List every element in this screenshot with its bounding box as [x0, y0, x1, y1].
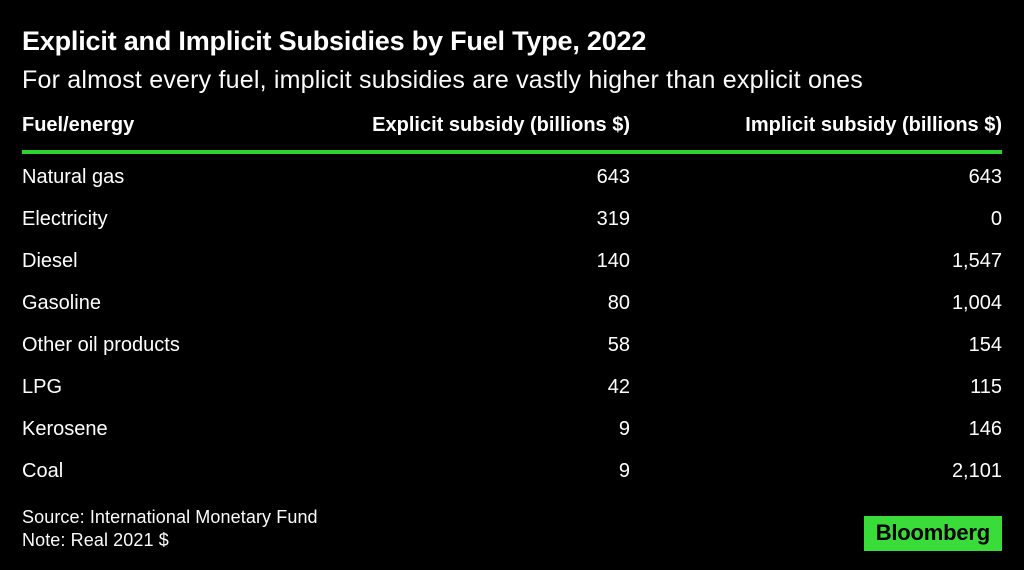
explicit-cell: 9: [618, 418, 630, 441]
table-row: Kerosene 9 146: [22, 409, 1002, 451]
implicit-cell: 115: [970, 376, 1002, 399]
fuel-cell: Coal: [22, 460, 64, 483]
explicit-cell: 42: [607, 376, 630, 399]
real-dollars-note: Note: Real 2021 $: [22, 530, 169, 551]
column-header-fuel: Fuel/energy: [22, 114, 135, 137]
subsidies-table: Fuel/energy Explicit subsidy (billions $…: [22, 114, 1002, 493]
table-row: Other oil products 58 154: [22, 325, 1002, 367]
fuel-cell: Other oil products: [22, 334, 180, 357]
table-row: Coal 9 2,101: [22, 451, 1002, 493]
explicit-cell: 140: [596, 250, 630, 273]
table-header: Fuel/energy Explicit subsidy (billions $…: [22, 114, 1002, 153]
column-header-explicit: Explicit subsidy (billions $): [372, 114, 630, 137]
implicit-cell: 1,547: [951, 250, 1002, 273]
implicit-cell: 146: [968, 418, 1002, 441]
content-wrap: Explicit and Implicit Subsidies by Fuel …: [22, 26, 1002, 552]
implicit-cell: 0: [990, 208, 1002, 231]
bloomberg-logo: Bloomberg: [863, 516, 1002, 551]
source-note: Source: International Monetary Fund: [22, 507, 318, 528]
column-header-implicit: Implicit subsidy (billions $): [745, 114, 1002, 137]
implicit-cell: 643: [968, 166, 1002, 189]
fuel-cell: Diesel: [22, 250, 78, 273]
page-title: Explicit and Implicit Subsidies by Fuel …: [22, 26, 647, 56]
table-row: Diesel 140 1,547: [22, 241, 1002, 283]
implicit-cell: 2,101: [951, 460, 1002, 483]
fuel-cell: LPG: [22, 376, 63, 399]
fuel-cell: Natural gas: [22, 166, 125, 189]
fuel-cell: Gasoline: [22, 292, 101, 315]
explicit-cell: 58: [607, 334, 630, 357]
fuel-cell: Kerosene: [22, 418, 108, 441]
table-row: Electricity 319 0: [22, 199, 1002, 241]
table-row: Gasoline 80 1,004: [22, 283, 1002, 325]
implicit-cell: 154: [968, 334, 1002, 357]
footer: Source: International Monetary Fund Note…: [22, 506, 1002, 552]
explicit-cell: 80: [607, 292, 630, 315]
page-subtitle: For almost every fuel, implicit subsidie…: [22, 65, 863, 94]
table-header-row: Fuel/energy Explicit subsidy (billions $…: [22, 114, 1002, 153]
explicit-cell: 319: [596, 208, 630, 231]
table-row: LPG 42 115: [22, 367, 1002, 409]
implicit-cell: 1,004: [951, 292, 1002, 315]
table-body: Natural gas 643 643 Electricity 319 0 Di…: [22, 152, 1002, 493]
fuel-cell: Electricity: [22, 208, 108, 231]
explicit-cell: 643: [596, 166, 630, 189]
table-row: Natural gas 643 643: [22, 152, 1002, 199]
explicit-cell: 9: [618, 460, 630, 483]
